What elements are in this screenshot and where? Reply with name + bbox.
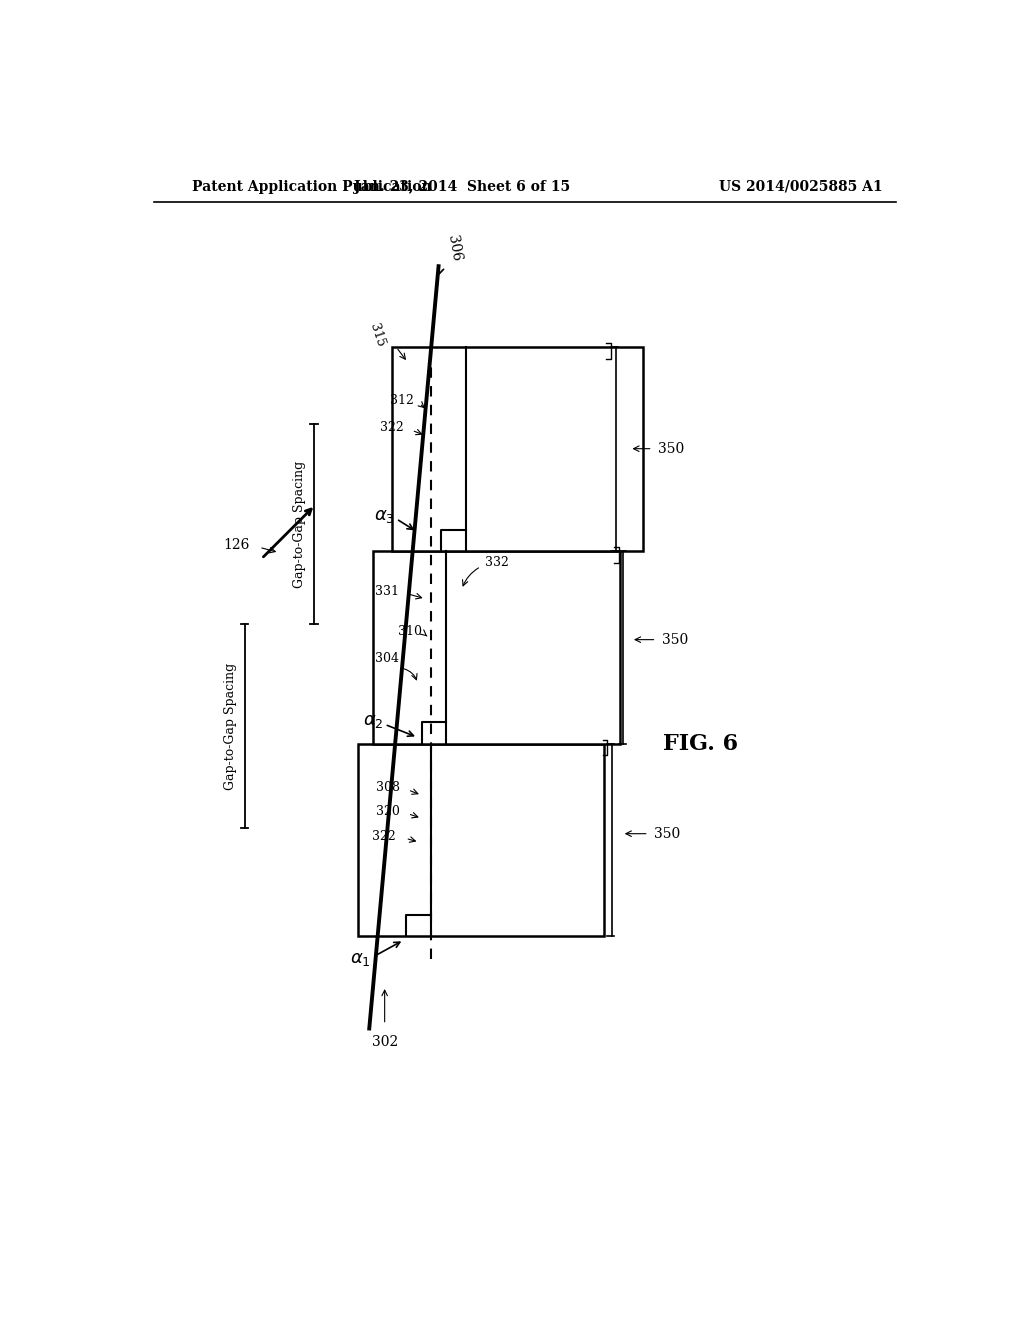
Bar	[373, 552, 620, 743]
Text: 126: 126	[223, 539, 250, 552]
Text: 315: 315	[368, 322, 387, 348]
Text: $\alpha_2$: $\alpha_2$	[362, 711, 383, 730]
Text: 331: 331	[375, 585, 398, 598]
Bar	[392, 347, 643, 552]
Text: Jan. 23, 2014  Sheet 6 of 15: Jan. 23, 2014 Sheet 6 of 15	[353, 180, 569, 194]
Text: 310: 310	[397, 626, 422, 639]
Text: 332: 332	[484, 556, 509, 569]
Text: 350: 350	[658, 442, 684, 455]
Text: $\alpha_3$: $\alpha_3$	[374, 507, 395, 525]
Text: US 2014/0025885 A1: US 2014/0025885 A1	[719, 180, 883, 194]
Bar	[357, 743, 604, 936]
Text: 308: 308	[376, 781, 400, 795]
Text: Patent Application Publication: Patent Application Publication	[193, 180, 432, 194]
Text: 350: 350	[662, 632, 688, 647]
Text: FIG. 6: FIG. 6	[663, 733, 738, 755]
Text: Gap-to-Gap Spacing: Gap-to-Gap Spacing	[224, 663, 238, 789]
Text: 302: 302	[372, 1035, 397, 1048]
Text: 322: 322	[373, 829, 396, 842]
Text: 312: 312	[390, 395, 414, 408]
Text: $\alpha_1$: $\alpha_1$	[349, 950, 371, 968]
Text: 320: 320	[376, 805, 400, 818]
Text: 304: 304	[375, 652, 398, 665]
Text: Gap-to-Gap Spacing: Gap-to-Gap Spacing	[294, 461, 306, 587]
Text: 306: 306	[444, 234, 463, 263]
Text: 322: 322	[380, 421, 403, 434]
Text: 350: 350	[654, 826, 680, 841]
